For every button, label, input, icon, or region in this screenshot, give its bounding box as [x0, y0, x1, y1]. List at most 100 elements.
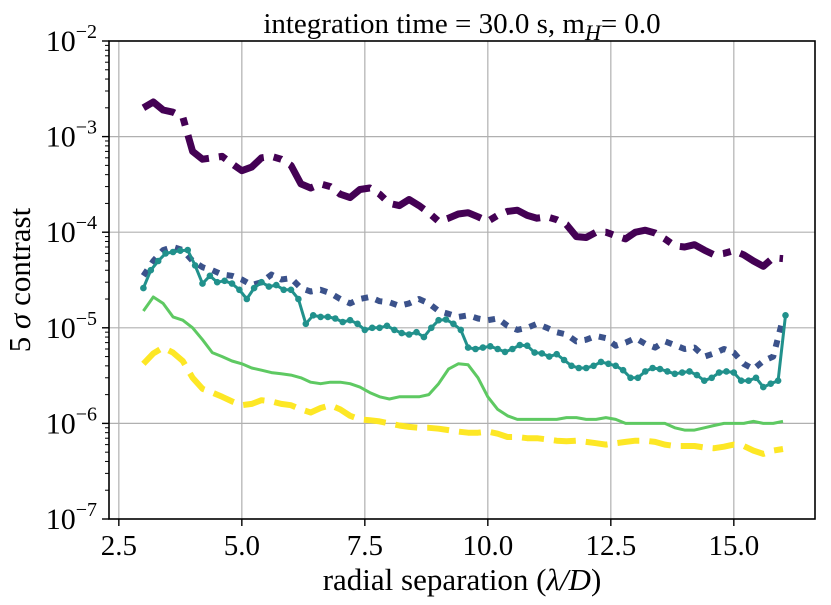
- series-point: [649, 364, 656, 372]
- y-tick-label: 10−7: [46, 499, 97, 536]
- chart-title: integration time = 30.0 s, mH= 0.0: [263, 8, 660, 45]
- series-point: [346, 316, 354, 324]
- series-point: [287, 286, 295, 294]
- series-point: [295, 295, 302, 303]
- series-point: [405, 331, 413, 338]
- series-point: [361, 326, 369, 334]
- series-point: [280, 286, 288, 294]
- series-point: [509, 345, 516, 353]
- series-point: [715, 369, 723, 376]
- series-point: [398, 329, 406, 337]
- series-point: [546, 353, 553, 360]
- series-point: [494, 345, 502, 353]
- series-point: [723, 368, 730, 375]
- series-point: [265, 283, 273, 290]
- series-point: [147, 266, 155, 274]
- series-line-5: [141, 344, 784, 457]
- series-point: [162, 250, 169, 257]
- series-point: [221, 277, 228, 285]
- series-point: [450, 320, 457, 328]
- series-point: [686, 368, 693, 375]
- series-point: [302, 320, 310, 328]
- series-point: [664, 368, 671, 375]
- series-point: [642, 368, 649, 375]
- series-point: [708, 374, 715, 382]
- x-axis-label: radial separation (λ/D): [323, 562, 602, 597]
- series-point: [472, 345, 479, 353]
- series-point: [376, 324, 383, 332]
- series-point: [184, 246, 191, 254]
- y-axis-label: 5 σ contrast: [2, 207, 37, 352]
- series-line-4: [142, 295, 784, 432]
- series-point: [627, 374, 634, 382]
- series-point: [745, 377, 752, 385]
- series-point: [154, 257, 162, 265]
- series-point: [553, 350, 560, 358]
- y-tick-label: 10−5: [46, 308, 97, 345]
- series-point: [730, 369, 738, 376]
- series-point: [309, 312, 317, 319]
- series-point: [420, 333, 428, 341]
- x-tick-label: 12.5: [585, 530, 636, 562]
- grid-lines: [109, 41, 815, 519]
- series-point: [273, 281, 280, 289]
- series-point: [575, 364, 583, 372]
- series-point: [140, 284, 147, 292]
- series-point: [177, 247, 184, 254]
- series-point: [243, 295, 251, 303]
- y-tick-label: 10−2: [46, 21, 97, 58]
- x-tick-label: 15.0: [708, 530, 759, 562]
- plot-frame: [108, 40, 816, 520]
- series-point: [457, 326, 465, 334]
- series-point: [523, 342, 531, 350]
- series-point: [701, 377, 708, 385]
- series-point: [560, 356, 568, 364]
- series-point: [191, 262, 199, 269]
- x-tick-label: 7.5: [347, 530, 383, 562]
- series-line-3: [142, 248, 787, 389]
- series-point: [568, 362, 575, 370]
- series-point: [538, 350, 546, 357]
- series-point: [228, 280, 236, 287]
- series-point: [767, 380, 774, 388]
- series-point: [634, 374, 642, 382]
- series-group: [140, 98, 789, 457]
- series-point: [752, 374, 760, 382]
- series-point: [428, 324, 435, 332]
- series-point: [516, 341, 524, 349]
- series-point: [442, 316, 450, 323]
- x-tick-label: 2.5: [101, 530, 137, 562]
- series-point: [531, 349, 538, 356]
- series-point: [737, 377, 745, 385]
- y-tick-label: 10−3: [46, 117, 97, 154]
- series-point: [612, 362, 619, 370]
- series-point: [383, 322, 391, 330]
- series-point: [479, 344, 487, 351]
- series-point: [487, 343, 494, 350]
- x-axis-ticks: 2.5 5.0 7.5 10.0 12.5 15.0: [101, 519, 759, 562]
- series-point: [656, 365, 664, 373]
- series-point: [671, 370, 679, 378]
- series-point: [413, 328, 420, 336]
- series-point: [760, 383, 767, 391]
- series-point: [169, 248, 177, 256]
- series-point: [317, 313, 324, 321]
- series-point: [678, 369, 686, 376]
- series-point: [199, 280, 206, 287]
- series-point: [782, 312, 789, 319]
- series-point: [774, 377, 782, 385]
- series-point: [354, 320, 361, 328]
- series-line-2: [140, 244, 786, 373]
- series-point: [501, 348, 509, 356]
- series-point: [464, 344, 472, 351]
- series-point: [332, 315, 339, 322]
- series-point: [605, 360, 612, 368]
- series-point: [250, 284, 258, 292]
- series-point: [582, 364, 590, 372]
- series-point: [435, 316, 442, 324]
- series-point: [368, 324, 376, 332]
- y-tick-label: 10−4: [46, 212, 97, 249]
- series-point: [590, 362, 597, 370]
- series-point: [597, 358, 605, 366]
